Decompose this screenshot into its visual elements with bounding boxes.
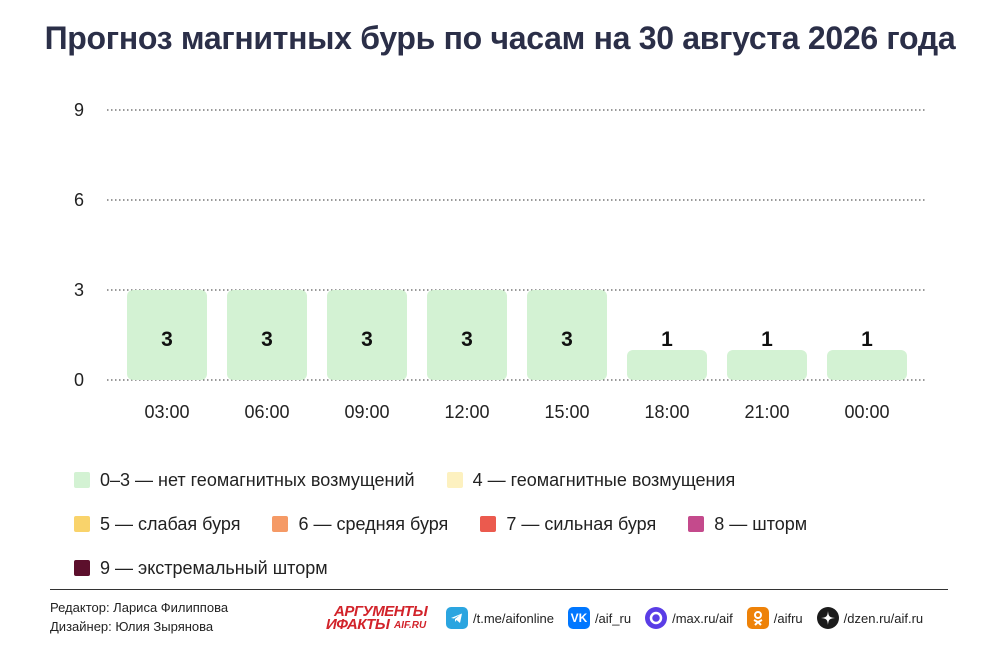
footer-divider: [50, 589, 948, 590]
legend-label: 5 — слабая буря: [100, 513, 241, 534]
legend-item-7: 7 — сильная буря: [480, 514, 656, 535]
legend-swatch: [272, 516, 289, 532]
bar: [627, 350, 707, 380]
x-tick-label: 09:00: [344, 402, 389, 422]
credits: Редактор: Лариса Филиппова Дизайнер: Юли…: [50, 598, 228, 636]
x-tick-label: 03:00: [144, 402, 189, 422]
data-label: 1: [861, 328, 873, 351]
social-links: /t.me/aifonline VK /aif_ru /max.ru/aif /…: [446, 607, 937, 629]
chart-title: Прогноз магнитных бурь по часам на 30 ав…: [44, 20, 956, 56]
social-label: /t.me/aifonline: [473, 610, 554, 626]
x-tick-label: 15:00: [544, 402, 589, 422]
legend-row: 9 — экстремальный шторм: [74, 546, 954, 590]
bar: [227, 290, 307, 380]
data-label: 3: [161, 328, 173, 351]
x-tick-label: 21:00: [744, 402, 789, 422]
legend: 0–3 — нет геомагнитных возмущений 4 — ге…: [74, 458, 954, 590]
social-label: /aifru: [773, 610, 803, 626]
editor-credit: Редактор: Лариса Филиппова: [50, 600, 229, 615]
legend-item-4: 4 — геомагнитные возмущения: [446, 469, 736, 491]
legend-swatch: [446, 472, 463, 488]
legend-row: 5 — слабая буря 6 — средняя буря 7 — сил…: [74, 502, 954, 546]
logo-line-1: АРГУМЕНТЫ: [334, 603, 428, 620]
data-label: 3: [561, 328, 573, 351]
legend-item-0-3: 0–3 — нет геомагнитных возмущений: [74, 470, 415, 491]
legend-row: 0–3 — нет геомагнитных возмущений 4 — ге…: [74, 458, 954, 502]
legend-label: 9 — экстремальный шторм: [100, 557, 328, 578]
social-label: /max.ru/aif: [672, 610, 733, 626]
y-tick-label: 6: [74, 190, 84, 210]
designer-credit: Дизайнер: Юлия Зырянова: [50, 619, 214, 634]
vk-icon: VK: [567, 607, 590, 629]
y-tick-label: 9: [74, 100, 84, 120]
social-dzen[interactable]: /dzen.ru/aif.ru: [816, 607, 924, 629]
data-label: 3: [361, 328, 373, 351]
legend-label: 7 — сильная буря: [506, 513, 657, 534]
y-tick-label: 3: [74, 280, 84, 300]
social-label: /aif_ru: [594, 610, 632, 626]
telegram-icon: [446, 607, 468, 629]
legend-swatch: [74, 560, 90, 576]
logo-line-3: AIF.RU: [394, 620, 427, 631]
bar: [427, 290, 507, 380]
legend-item-9: 9 — экстремальный шторм: [74, 558, 328, 579]
max-icon: [645, 607, 668, 629]
aif-logo[interactable]: АРГУМЕНТЫ ИФАКТЫ AIF.RU: [326, 603, 434, 633]
legend-item-5: 5 — слабая буря: [74, 514, 240, 535]
social-telegram[interactable]: /t.me/aifonline: [446, 607, 554, 629]
legend-swatch: [74, 516, 90, 532]
legend-label: 4 — геомагнитные возмущения: [472, 469, 736, 490]
legend-item-8: 8 — шторм: [688, 514, 807, 535]
social-vk[interactable]: VK /aif_ru: [567, 607, 632, 629]
legend-swatch: [74, 472, 90, 488]
bar: [127, 290, 207, 380]
data-label: 3: [261, 328, 273, 351]
y-tick-label: 0: [74, 370, 84, 390]
data-label: 3: [461, 328, 473, 351]
legend-label: 0–3 — нет геомагнитных возмущений: [100, 469, 415, 490]
bar: [327, 290, 407, 380]
x-tick-label: 18:00: [644, 402, 689, 422]
legend-item-6: 6 — средняя буря: [272, 514, 448, 535]
dzen-icon: [816, 607, 839, 629]
bar: [727, 350, 807, 380]
bar: [827, 350, 907, 380]
data-label: 1: [761, 328, 773, 351]
x-tick-label: 06:00: [244, 402, 289, 422]
x-tick-label: 00:00: [844, 402, 889, 422]
logo-line-2: ИФАКТЫ: [326, 616, 390, 633]
social-label: /dzen.ru/aif.ru: [843, 610, 924, 626]
x-tick-label: 12:00: [444, 402, 489, 422]
legend-label: 6 — средняя буря: [298, 513, 449, 534]
social-ok[interactable]: /aifru: [746, 607, 803, 629]
data-label: 1: [661, 328, 673, 351]
social-max[interactable]: /max.ru/aif: [645, 607, 733, 629]
bar: [527, 290, 607, 380]
legend-swatch: [480, 516, 497, 532]
legend-label: 8 — шторм: [714, 513, 808, 534]
odnoklassniki-icon: [746, 607, 769, 629]
legend-swatch: [688, 516, 705, 532]
bar-chart: 0 3 6 9 3 03:00 3 06:00 3 09:00 3 12:00 3 15:00 1 18:00…: [74, 100, 925, 422]
